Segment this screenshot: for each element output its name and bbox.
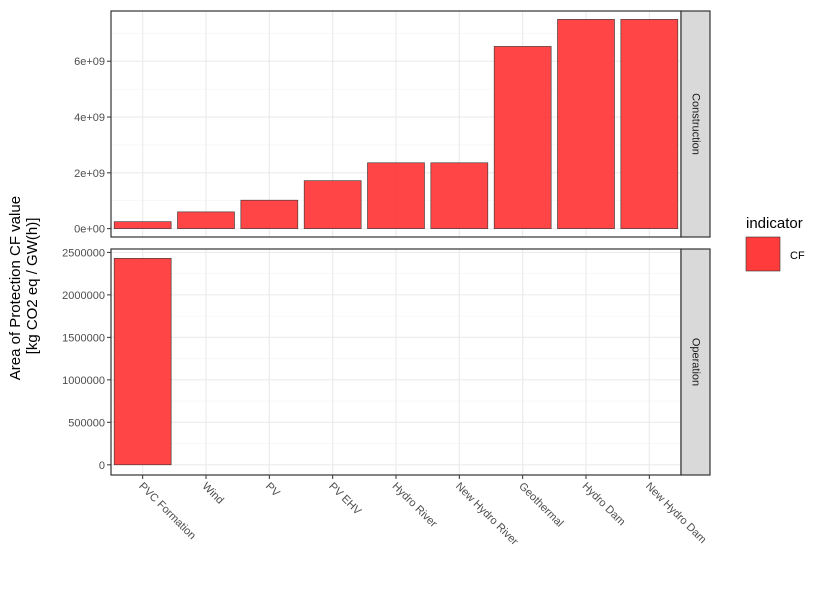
facet-strip-construction [680,10,711,238]
bar-construction-geothermal [493,46,552,229]
legend: indicator CF [745,215,805,272]
y-tick-label: 4e+09 [74,112,105,124]
bar-construction-hydro-dam [557,19,615,229]
x-tick-label-wind: Wind [200,480,226,506]
y-tick-label: 2e+09 [74,168,105,180]
y-tick-label: 0 [99,460,105,472]
panel-operation: 0 500000 1000000 1500000 2000000 2500000 Opera… [62,247,711,476]
chart-panels: 0e+00 2e+09 4e+09 6e+09 Construction 0 500000 1… [62,10,711,476]
bar-construction-pv [240,199,299,229]
bar-construction-pvc-formation [113,221,172,229]
x-tick-label-hydro-dam: Hydro Dam [580,480,628,528]
y-tick-label: 1000000 [62,375,105,387]
x-tick-label-geothermal: Geothermal [516,480,565,529]
x-axis: PVC Formation Wind PV PV EHV Hydro River New … [136,475,709,548]
y-tick-label: 1500000 [62,332,105,344]
legend-key-cf [745,236,781,272]
panel-construction: 0e+00 2e+09 4e+09 6e+09 Construction [74,10,711,238]
legend-label-cf: CF [790,250,805,262]
y-axis-title-line-2: [kg CO2 eq / GW(h)] [24,218,41,355]
bar-construction-pv-ehv [303,180,362,229]
y-axis-title: Area of Protection CF value [kg CO2 eq /… [7,192,41,380]
legend-title: indicator [746,215,803,232]
y-tick-label: 500000 [68,417,105,429]
bar-construction-hydro-river [367,162,425,229]
y-tick-label: 2000000 [62,290,105,302]
bar-construction-new-hydro-dam [620,19,679,229]
x-tick-label-new-hydro-river: New Hydro River [453,480,521,548]
facet-label-construction: Construction [690,93,702,155]
bar-construction-new-hydro-river [430,162,489,229]
x-tick-label-pvc-formation: PVC Formation [136,480,198,542]
x-tick-label-pv-ehv: PV EHV [326,480,363,517]
y-axis-title-line-1: Area of Protection CF value [7,196,24,380]
y-tick-label: 0e+00 [74,224,105,236]
bar-construction-wind [177,211,235,229]
x-tick-label-pv: PV [263,480,282,499]
facet-strip-operation [680,248,711,476]
y-tick-label: 6e+09 [74,56,105,68]
x-tick-label-hydro-river: Hydro River [390,480,440,530]
x-tick-label-new-hydro-dam: New Hydro Dam [643,480,709,546]
bar-operation-pvc-formation [113,258,172,466]
facet-label-operation: Operation [690,338,702,386]
y-tick-label: 2500000 [62,247,105,259]
